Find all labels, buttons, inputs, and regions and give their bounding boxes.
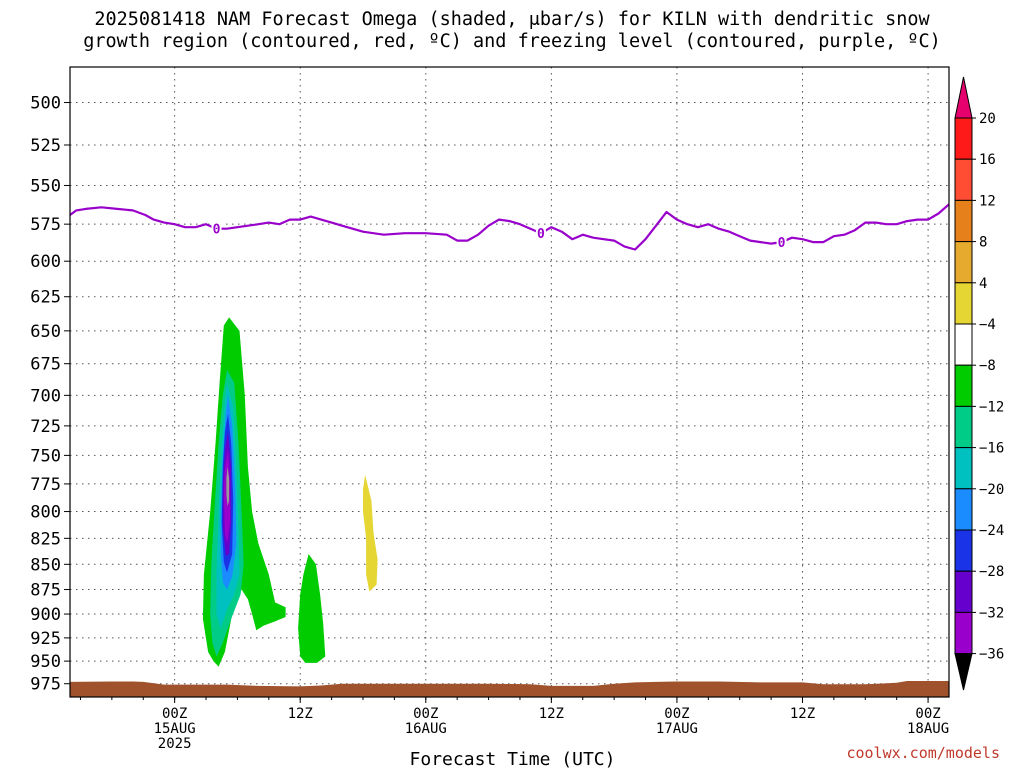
site-credit[interactable]: coolwx.com/models [846,744,1000,762]
x-tick-label: 00Z [413,706,438,722]
colorbar-swatch [954,364,973,407]
y-tick-label: 675 [30,355,61,375]
plot-area: 0 0 0 [70,67,949,697]
colorbar-label: −24 [979,523,1004,539]
x-tick-label: 12Z [539,706,564,722]
omega-shading [202,317,378,667]
x-tick-label: 00Z [664,706,689,722]
y-tick-label: 650 [30,322,61,342]
colorbar-swatch [954,158,973,201]
y-tick-label: 775 [30,475,61,495]
y-tick-label: 975 [30,675,61,695]
y-tick-label: 950 [30,652,61,672]
chart-title-line-2: growth region (contoured, red, ºC) and f… [83,31,941,52]
y-tick-label: 700 [30,386,61,406]
y-tick-label: 500 [30,94,61,114]
freezing-level-label: 0 [537,227,545,242]
colorbar-label: −16 [979,441,1004,457]
freezing-level-label: 0 [213,223,221,238]
grid [70,67,949,697]
x-tick-label: 15AUG [154,721,196,737]
x-tick-label: 18AUG [907,721,949,737]
y-tick-label: 625 [30,288,61,308]
x-tick-label: 2025 [158,736,192,752]
y-tick-label: 925 [30,629,61,649]
colorbar-label: −12 [979,399,1004,415]
x-axis-title: Forecast Time (UTC) [410,749,616,768]
terrain [70,681,949,697]
omega-region [226,466,230,507]
y-tick-label: 725 [30,417,61,437]
y-tick-label: 750 [30,446,61,466]
colorbar-swatch [954,653,973,691]
x-tick-label: 00Z [915,706,940,722]
freezing-level-line [70,203,949,251]
colorbar-swatch [954,199,973,243]
omega-region [363,474,378,592]
colorbar-swatch [954,76,973,119]
colorbar-swatch [954,447,973,490]
y-tick-label: 525 [30,136,61,156]
x-tick-label: 00Z [162,706,187,722]
colorbar-swatch [954,488,973,531]
omega-region [298,554,326,663]
y-tick-label: 875 [30,581,61,601]
colorbar-swatch [954,282,973,325]
chart-title-line-1: 2025081418 NAM Forecast Omega (shaded, μ… [94,9,930,30]
y-tick-label: 825 [30,529,61,549]
colorbar-label: 12 [979,193,996,209]
colorbar-swatch [954,405,973,449]
colorbar-label: 16 [979,152,996,168]
colorbar-label: −28 [979,564,1004,580]
x-tick-label: 12Z [790,706,815,722]
x-tick-label: 12Z [288,706,313,722]
colorbar-swatch [954,323,973,366]
colorbar-swatch [954,611,973,655]
colorbar-label: −8 [979,358,996,374]
colorbar-swatch [954,117,973,160]
colorbar-swatch [954,529,973,572]
colorbar-label: 20 [979,111,996,127]
colorbar-swatch [954,570,973,613]
x-tick-label: 17AUG [656,721,698,737]
colorbar-label: 4 [979,276,987,292]
colorbar-swatch [954,241,973,284]
y-tick-label: 575 [30,215,61,235]
colorbar-label: −4 [979,317,996,333]
x-tick-label: 16AUG [405,721,447,737]
colorbar: 20 16 12 8 4 −4 −8 −12 −16 −20 −24 −28 −32 −36 [954,76,1004,691]
colorbar-label: −20 [979,482,1004,498]
plot-frame [69,66,950,698]
freezing-level-label: 0 [778,236,786,251]
y-tick-label: 900 [30,605,61,625]
y-tick-label: 850 [30,555,61,575]
y-tick-label: 800 [30,503,61,523]
colorbar-label: −36 [979,647,1004,663]
colorbar-label: −32 [979,605,1004,621]
y-tick-label: 550 [30,176,61,196]
y-tick-label: 600 [30,252,61,272]
colorbar-label: 8 [979,235,987,251]
